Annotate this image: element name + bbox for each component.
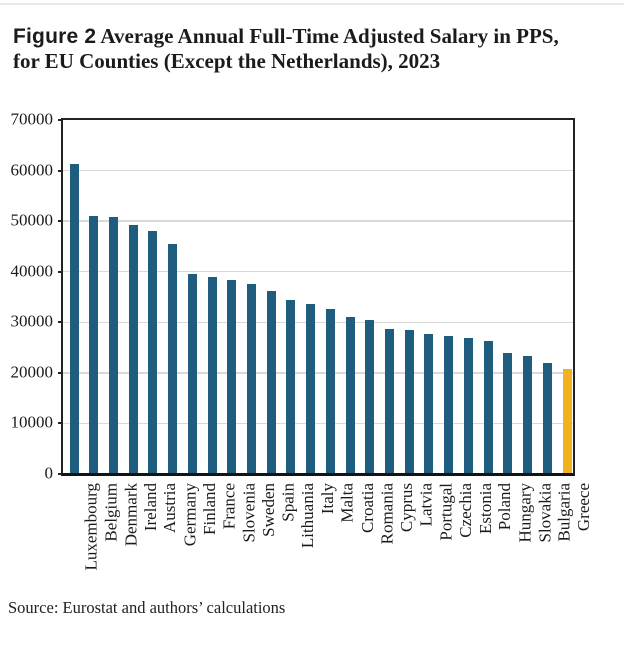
- x-tick-label: Hungary: [515, 483, 535, 543]
- bar-czechia: [444, 335, 454, 474]
- x-tick-label: Germany: [180, 483, 200, 547]
- figure-title-text: Average Annual Full-Time Adjusted Salary…: [13, 24, 559, 73]
- gridline: [63, 321, 573, 324]
- y-tick-label: 60000: [10, 159, 54, 179]
- bar-latvia: [404, 330, 414, 474]
- x-tick-label: Denmark: [120, 483, 140, 547]
- x-tick-label: Finland: [199, 483, 219, 535]
- bar-slovenia: [227, 279, 237, 474]
- bar-belgium: [89, 215, 99, 474]
- y-tick-mark: [58, 169, 63, 172]
- x-tick-label: Luxembourg: [81, 483, 101, 571]
- bar-estonia: [463, 338, 473, 474]
- y-tick-label: 20000: [10, 362, 54, 382]
- figure-title: Figure 2 Average Annual Full-Time Adjust…: [13, 24, 561, 74]
- y-tick-mark: [58, 220, 63, 223]
- x-tick-label: Portugal: [436, 483, 456, 541]
- x-tick-label: Greece: [574, 483, 594, 532]
- gridline: [63, 169, 573, 172]
- x-tick-label: Belgium: [101, 483, 121, 542]
- y-tick-label: 10000: [10, 412, 54, 432]
- x-tick-label: Poland: [495, 483, 515, 531]
- bar-italy: [306, 304, 316, 474]
- y-tick-mark: [58, 473, 63, 475]
- x-tick-label: Estonia: [475, 483, 495, 534]
- x-tick-label: Ireland: [140, 483, 160, 532]
- bar-portugal: [424, 334, 434, 474]
- y-tick-label: 50000: [10, 210, 54, 230]
- gridline: [63, 270, 573, 273]
- y-tick-label: 40000: [10, 261, 54, 281]
- x-tick-label: Italy: [318, 483, 338, 515]
- bar-cyprus: [385, 328, 395, 474]
- bar-germany: [168, 243, 178, 474]
- y-tick-label: 30000: [10, 311, 54, 331]
- bar-spain: [266, 291, 276, 474]
- bar-lithuania: [286, 299, 296, 474]
- x-tick-label: Spain: [278, 483, 298, 522]
- y-tick-label: 70000: [10, 109, 54, 129]
- x-tick-label: Slovenia: [239, 483, 259, 543]
- y-tick-label: 0: [44, 463, 54, 483]
- gridline: [63, 372, 573, 374]
- plot-area: [63, 120, 573, 474]
- x-tick-label: Bulgaria: [554, 483, 574, 542]
- x-tick-label: Austria: [160, 483, 180, 534]
- bar-malta: [325, 309, 335, 474]
- x-tick-label: Romania: [377, 483, 397, 545]
- bar-denmark: [108, 216, 118, 474]
- y-tick-mark: [58, 422, 63, 425]
- y-tick-mark: [58, 371, 63, 374]
- y-axis: 0 10000 20000 30000 40000 50000 60000 70000: [0, 109, 63, 482]
- gridline: [63, 220, 573, 222]
- bar-france: [207, 276, 217, 474]
- gridline: [63, 422, 573, 425]
- bar-austria: [148, 231, 158, 474]
- x-tick-label: France: [219, 483, 239, 530]
- bar-ireland: [128, 224, 138, 474]
- y-tick-mark: [58, 321, 63, 324]
- x-tick-label: Slovakia: [535, 483, 555, 543]
- bar-poland: [483, 341, 493, 474]
- bar-croatia: [345, 317, 355, 474]
- source-note: Source: Eurostat and authors’ calculatio…: [8, 598, 286, 617]
- x-tick-label: Latvia: [416, 483, 436, 527]
- bar-sweden: [246, 283, 256, 474]
- x-tick-label: Croatia: [357, 483, 377, 534]
- bar-romania: [365, 319, 375, 474]
- x-tick-label: Malta: [337, 483, 357, 523]
- bar-slovakia: [523, 356, 533, 474]
- x-tick-label: Cyprus: [397, 483, 417, 533]
- bar-finland: [187, 273, 197, 474]
- x-tick-label: Sweden: [258, 483, 278, 537]
- x-axis: Luxembourg Belgium Denmark Ireland Austria Ge…: [63, 477, 594, 597]
- bar-luxembourg: [69, 163, 79, 474]
- bar-hungary: [503, 352, 513, 474]
- y-tick-mark: [58, 119, 63, 121]
- bar-greece: [562, 368, 572, 474]
- y-tick-mark: [58, 270, 63, 273]
- x-tick-label: Czechia: [456, 483, 476, 538]
- figure-number: Figure 2: [13, 25, 97, 48]
- top-rule: [0, 3, 624, 5]
- bar-bulgaria: [542, 362, 552, 474]
- x-tick-label: Lithuania: [298, 483, 318, 549]
